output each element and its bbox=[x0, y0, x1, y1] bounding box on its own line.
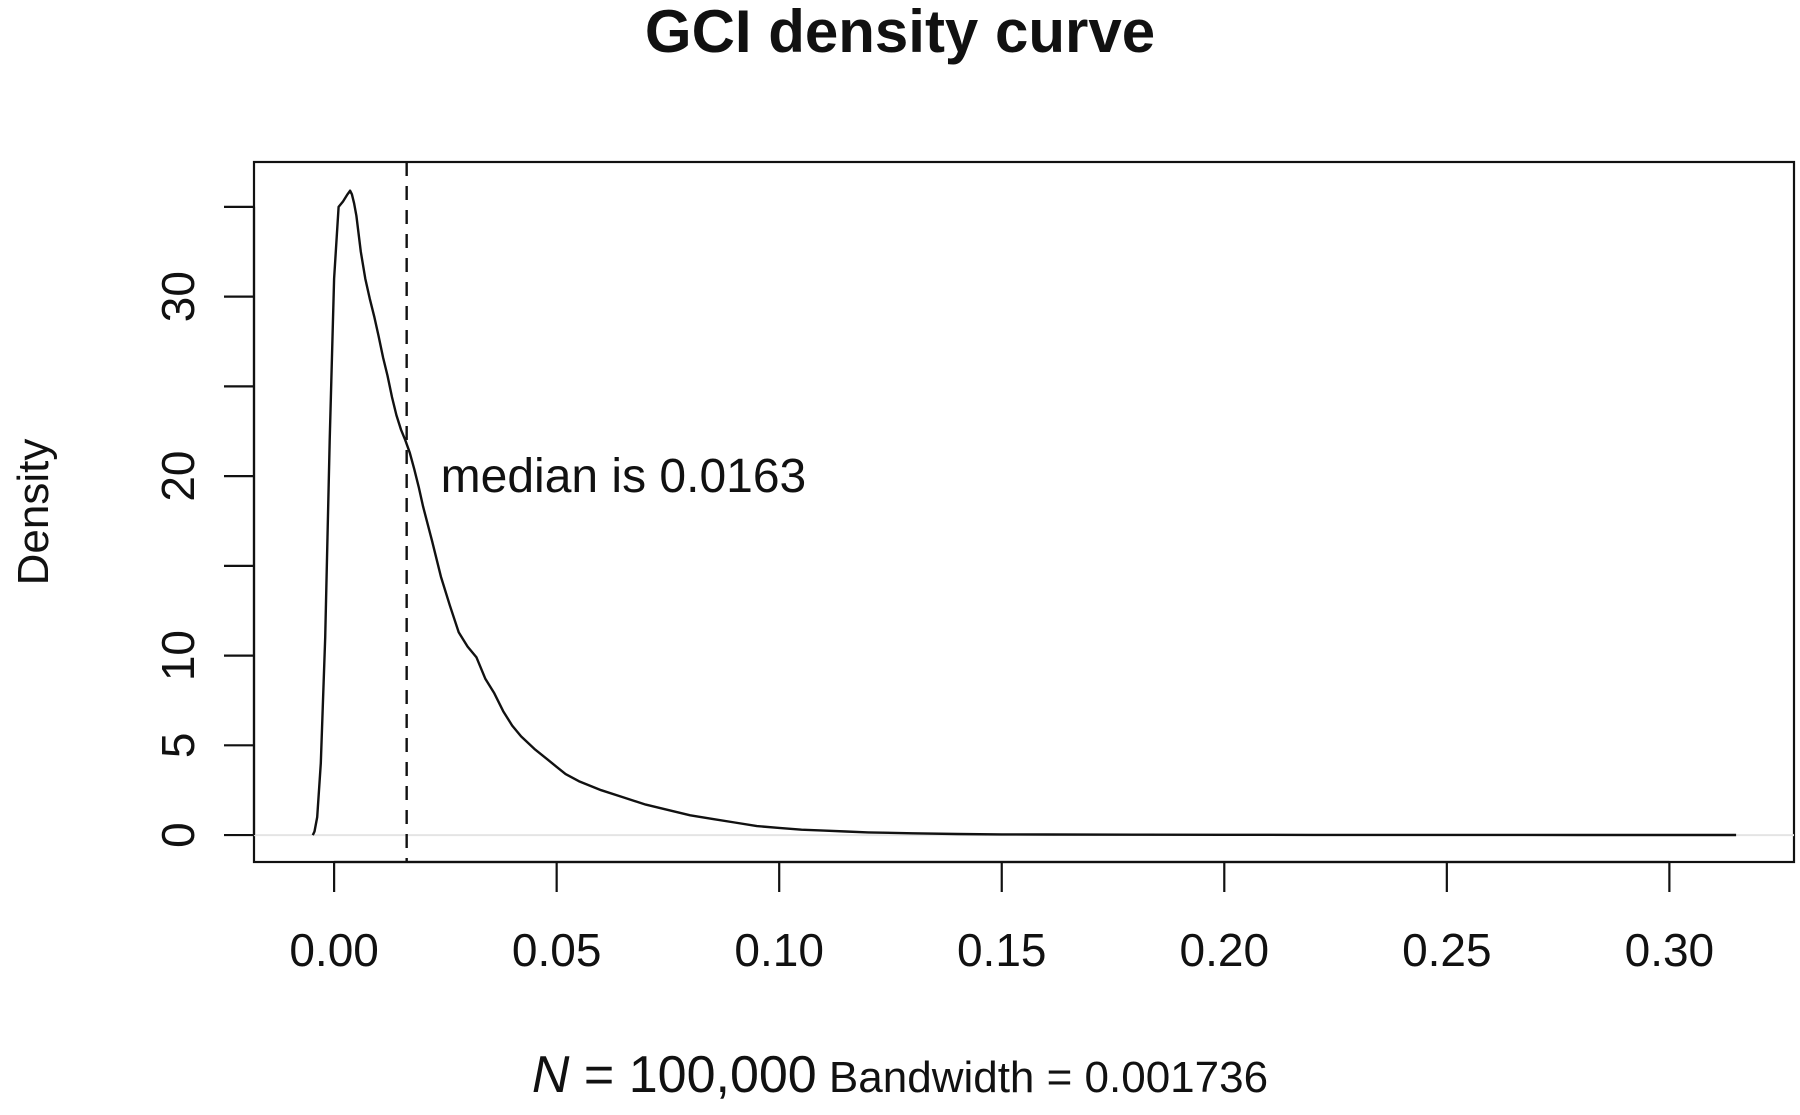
x-label-n-value: = 100,000 bbox=[569, 1046, 816, 1104]
x-tick-label: 0.00 bbox=[289, 924, 379, 976]
x-tick-label: 0.10 bbox=[734, 924, 824, 976]
median-annotation: median is 0.0163 bbox=[441, 450, 807, 503]
median-group: median is 0.0163 bbox=[405, 162, 807, 862]
y-axis-label: Density bbox=[9, 439, 58, 586]
chart-title: GCI density curve bbox=[645, 0, 1155, 65]
x-axis-label: N = 100,000 Bandwidth = 0.001736 bbox=[532, 1046, 1268, 1104]
x-tick-label: 0.05 bbox=[512, 924, 602, 976]
y-tick-label: 30 bbox=[152, 271, 204, 322]
x-tick-label: 0.15 bbox=[957, 924, 1047, 976]
x-tick-label: 0.30 bbox=[1625, 924, 1715, 976]
x-tick-label: 0.20 bbox=[1180, 924, 1270, 976]
y-tick-label: 10 bbox=[152, 630, 204, 681]
x-tick-label: 0.25 bbox=[1402, 924, 1492, 976]
density-line bbox=[311, 189, 1737, 837]
x-label-bandwidth: Bandwidth = 0.001736 bbox=[817, 1053, 1268, 1102]
series-group bbox=[311, 189, 1737, 837]
y-tick-label: 5 bbox=[152, 733, 204, 759]
x-axis: 0.00 0.05 0.10 0.15 0.20 0.25 0.30 bbox=[289, 860, 1715, 976]
x-label-n-symbol: N bbox=[532, 1046, 570, 1104]
y-axis: 0 5 10 20 30 bbox=[152, 205, 256, 848]
y-tick-label: 20 bbox=[152, 451, 204, 502]
y-tick-label: 0 bbox=[152, 822, 204, 848]
plot-frame bbox=[252, 160, 1796, 864]
